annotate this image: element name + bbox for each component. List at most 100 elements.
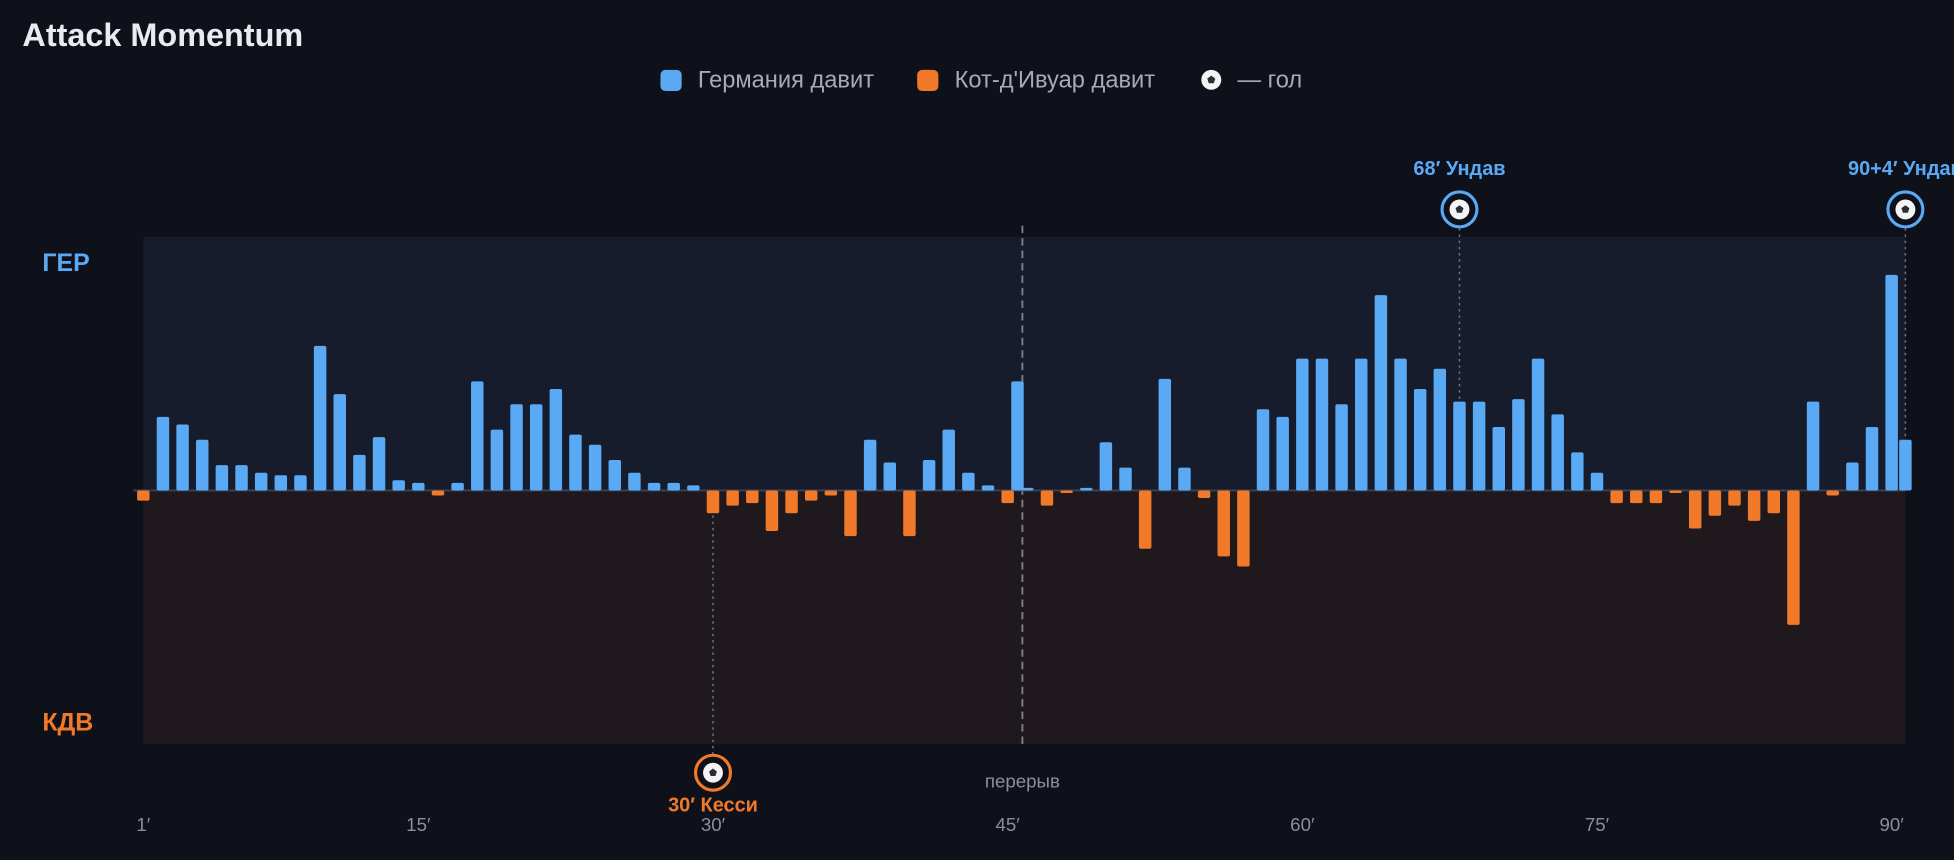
bar <box>294 475 307 491</box>
x-tick-label: 90′ <box>1879 814 1904 835</box>
bar <box>1080 487 1093 491</box>
bar <box>1472 401 1486 491</box>
legend-swatch <box>917 69 939 92</box>
bar <box>1256 409 1270 491</box>
bar <box>1806 401 1820 491</box>
bar <box>412 482 425 491</box>
bar <box>1197 490 1211 499</box>
bar <box>1374 295 1388 491</box>
bar <box>1630 490 1643 504</box>
ball-patch <box>1455 205 1464 213</box>
bar <box>608 460 622 491</box>
bar <box>1865 427 1879 491</box>
bar <box>510 404 523 491</box>
y-label-top: ГЕР <box>42 249 89 277</box>
x-tick-label: 1′ <box>136 814 150 835</box>
bar <box>1669 490 1682 493</box>
goal-label: 30′ Кесси <box>668 795 758 817</box>
bar <box>844 490 857 537</box>
bar <box>569 434 582 491</box>
bar <box>1011 381 1024 491</box>
bar <box>313 345 327 491</box>
goal-label: 90+4′ Ундав <box>1848 158 1954 180</box>
bar <box>1217 490 1230 557</box>
bar <box>903 490 916 537</box>
bar <box>1060 490 1073 493</box>
bar <box>981 485 995 491</box>
bar <box>1846 462 1859 491</box>
bar <box>804 490 818 501</box>
bar <box>1433 368 1447 491</box>
x-tick-label: 75′ <box>1585 814 1610 835</box>
ball-patch <box>709 768 717 777</box>
bar <box>1708 490 1722 516</box>
bar <box>1453 401 1466 491</box>
bar <box>235 465 248 491</box>
bar <box>333 394 346 491</box>
bar <box>1899 439 1912 491</box>
bar <box>1571 452 1584 491</box>
bar <box>667 482 680 491</box>
bar <box>1610 490 1623 504</box>
bar <box>529 404 543 491</box>
bar <box>687 485 700 491</box>
bar <box>490 429 504 491</box>
bar <box>1119 467 1132 491</box>
bar <box>1728 490 1741 506</box>
bar <box>353 454 366 491</box>
bar <box>746 490 759 504</box>
bar <box>1315 358 1329 491</box>
legend-label: — гол <box>1237 67 1302 93</box>
bar <box>922 460 936 491</box>
halftime-label: перерыв <box>985 771 1060 792</box>
ball-patch <box>1901 205 1910 213</box>
bar <box>1099 442 1113 491</box>
bar <box>451 482 464 491</box>
bar <box>765 490 779 532</box>
away-zone <box>143 491 1906 745</box>
bar <box>1237 490 1250 567</box>
bar <box>942 429 955 491</box>
bar <box>372 437 386 491</box>
x-tick-label: 60′ <box>1290 814 1315 835</box>
bar <box>156 416 170 491</box>
bar <box>1138 490 1152 549</box>
bar <box>1826 490 1839 496</box>
bar <box>824 490 838 496</box>
bar <box>1787 490 1800 625</box>
bar <box>1885 274 1898 491</box>
bar <box>1492 427 1505 491</box>
bar <box>1767 490 1781 514</box>
bar <box>1178 467 1191 491</box>
bar <box>254 472 268 491</box>
bar <box>1649 490 1663 504</box>
legend-swatch <box>660 69 682 92</box>
bar <box>1551 414 1564 491</box>
bar <box>1001 490 1014 504</box>
bar <box>1747 490 1761 521</box>
chart-title: Attack Momentum <box>22 17 303 53</box>
ball-icon <box>1895 199 1916 220</box>
bar <box>588 444 602 491</box>
bar <box>962 472 975 491</box>
legend-label: Кот-д'Ивуар давит <box>955 67 1156 93</box>
bar <box>1355 358 1368 491</box>
goal-label: 68′ Ундав <box>1413 158 1505 180</box>
ball-icon <box>703 762 723 783</box>
bar <box>1590 472 1604 491</box>
bar <box>706 490 720 514</box>
bar <box>1531 358 1545 491</box>
bar <box>196 439 209 491</box>
bar <box>392 480 405 491</box>
bar <box>1335 404 1348 491</box>
ball-icon <box>1449 199 1470 220</box>
bar <box>1413 389 1427 491</box>
bar <box>883 462 897 491</box>
bar <box>1296 358 1309 491</box>
ball-patch <box>1207 75 1216 84</box>
bar <box>431 490 445 496</box>
y-label-bottom: КДВ <box>42 709 93 737</box>
bar <box>863 439 877 491</box>
bar <box>647 482 661 491</box>
